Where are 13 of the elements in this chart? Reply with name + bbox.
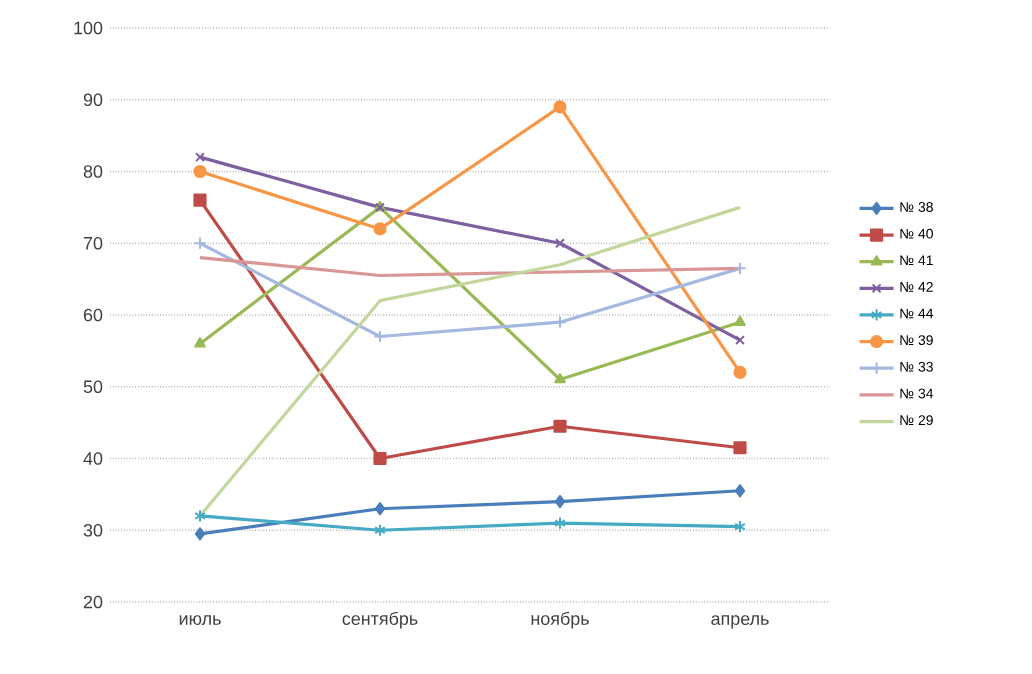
x-tick-label: июль [179,615,221,626]
y-tick-label: 60 [83,308,103,322]
y-tick-label: 70 [83,236,103,250]
y-tick-label: 100 [74,21,103,35]
y-tick-label: 20 [83,595,103,609]
y-tick-label: 80 [83,165,103,178]
x-tick-label: апрель [711,615,769,629]
x-tick-label: сентябрь [342,611,418,629]
y-tick-label: 90 [83,93,103,107]
x-tick-label: ноябрь [531,611,589,629]
y-tick-label: 50 [83,380,103,394]
y-tick-label: 30 [83,523,103,537]
y-tick-label: 40 [83,452,103,465]
